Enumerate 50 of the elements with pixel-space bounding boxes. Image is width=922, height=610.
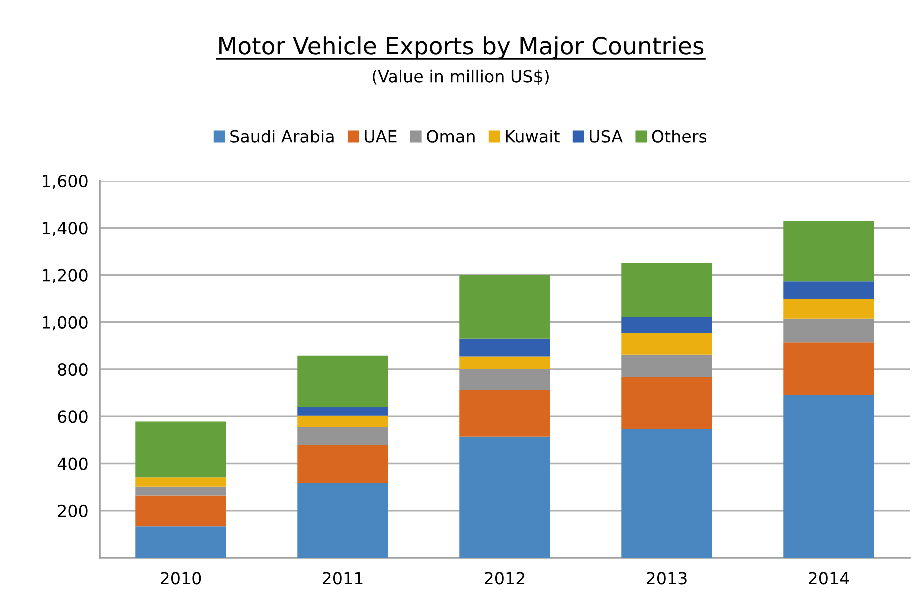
y-tick-label: 400 (58, 458, 88, 470)
bar (298, 407, 388, 416)
y-tick-label: 600 (58, 410, 88, 424)
y-tick-label: 200 (58, 504, 88, 518)
bar (298, 427, 388, 446)
bar (460, 370, 550, 390)
chart-subtitle: (Value in million US$) (373, 70, 549, 86)
bar (136, 422, 226, 478)
bar (460, 436, 550, 558)
chart-title: Motor Vehicle Exports by Major Countries (220, 36, 704, 60)
bar (460, 275, 550, 339)
y-tick-label: 1,400 (43, 222, 88, 236)
x-tick-label: 2014 (809, 572, 850, 585)
bar (460, 356, 550, 370)
legend-label: USA (590, 130, 623, 143)
bar (460, 390, 550, 437)
bar (622, 354, 712, 378)
bar (622, 429, 712, 558)
bar (784, 282, 874, 300)
bar (784, 221, 874, 282)
legend-label: UAE (365, 130, 397, 143)
bar (298, 445, 388, 484)
y-tick-label: 1,600 (43, 174, 88, 190)
bar (298, 416, 388, 428)
bar (622, 378, 712, 430)
bar (784, 318, 874, 343)
legend-label: Oman (427, 130, 475, 143)
bar (460, 338, 550, 357)
y-tick-label: 800 (58, 363, 88, 376)
x-tick-label: 2011 (323, 572, 363, 585)
legend-label: Kuwait (506, 130, 560, 143)
y-tick-label: 1,000 (43, 316, 88, 331)
bar (622, 317, 712, 334)
bar (136, 496, 226, 527)
bar (784, 395, 874, 558)
x-tick-label: 2010 (161, 572, 202, 585)
bar (298, 356, 388, 408)
bar (622, 333, 712, 355)
bar (784, 342, 874, 396)
y-tick-label: 1,200 (43, 269, 88, 284)
x-tick-label: 2012 (485, 572, 525, 585)
x-tick-label: 2013 (647, 572, 687, 585)
bar (136, 486, 226, 496)
bar (298, 483, 388, 558)
bar (784, 300, 874, 319)
bar (622, 262, 712, 318)
bar (136, 478, 226, 487)
bar (136, 526, 226, 558)
legend-label: Saudi Arabia (230, 130, 334, 143)
legend-label: Others (652, 130, 707, 143)
